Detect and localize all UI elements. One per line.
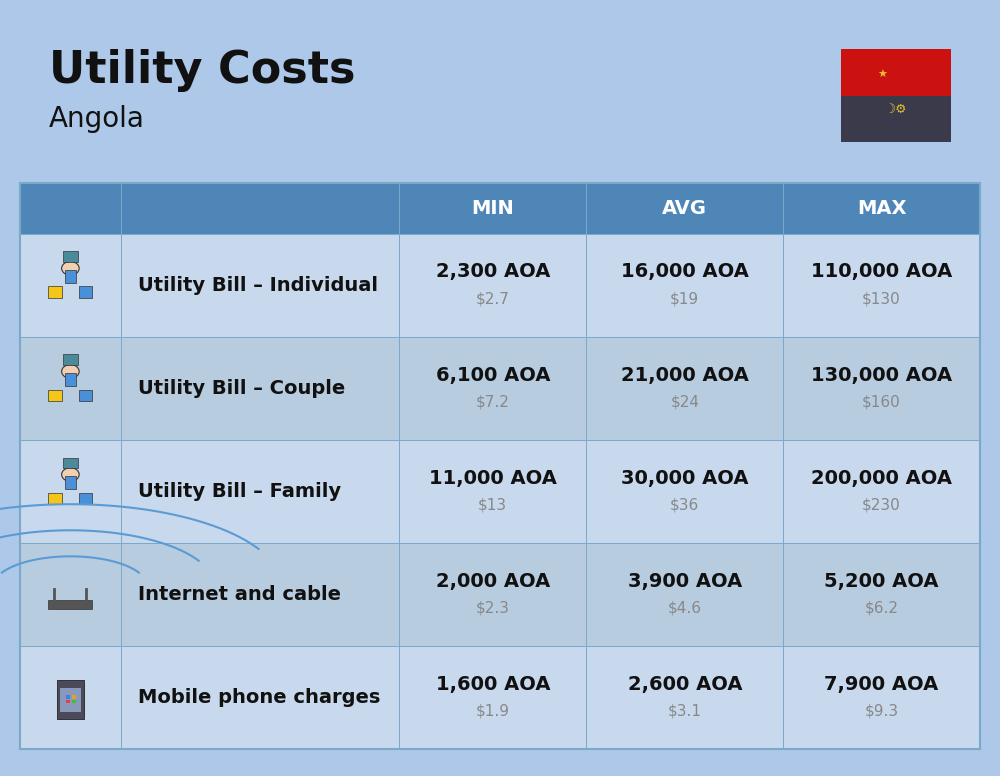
Text: 16,000 AOA: 16,000 AOA (621, 262, 749, 282)
Bar (399, 234, 586, 337)
Bar (783, 440, 980, 543)
Bar (783, 543, 980, 646)
Bar (20, 337, 121, 440)
Text: $3.1: $3.1 (668, 704, 702, 719)
Bar (586, 234, 783, 337)
Bar (783, 234, 980, 337)
Text: $130: $130 (862, 291, 901, 307)
Text: 11,000 AOA: 11,000 AOA (429, 469, 557, 487)
Bar (783, 337, 980, 440)
Text: 5,200 AOA: 5,200 AOA (824, 572, 939, 591)
Text: Angola: Angola (49, 105, 145, 133)
Text: $160: $160 (862, 394, 901, 410)
Bar (48, 390, 62, 401)
Text: $7.2: $7.2 (476, 394, 510, 410)
Text: 3,900 AOA: 3,900 AOA (628, 572, 742, 591)
Bar (66, 700, 70, 703)
Bar (121, 183, 399, 234)
Bar (121, 646, 399, 750)
Text: MIN: MIN (471, 199, 514, 218)
Bar (48, 286, 62, 298)
Bar (841, 95, 951, 142)
Bar (121, 234, 399, 337)
Text: 110,000 AOA: 110,000 AOA (811, 262, 952, 282)
Bar (399, 646, 586, 750)
Text: 21,000 AOA: 21,000 AOA (621, 365, 749, 385)
Text: 2,600 AOA: 2,600 AOA (628, 675, 742, 694)
Circle shape (62, 262, 79, 275)
Bar (399, 183, 586, 234)
Text: $2.7: $2.7 (476, 291, 510, 307)
Text: Utility Costs: Utility Costs (49, 49, 355, 92)
Circle shape (62, 365, 79, 378)
Bar (121, 543, 399, 646)
Bar (586, 543, 783, 646)
Bar (783, 646, 980, 750)
Text: $9.3: $9.3 (865, 704, 899, 719)
Text: $4.6: $4.6 (668, 601, 702, 615)
Bar (65, 476, 76, 489)
Bar (399, 543, 586, 646)
Bar (399, 337, 586, 440)
Text: ☽⚙: ☽⚙ (885, 103, 907, 116)
Bar (20, 646, 121, 750)
Text: $230: $230 (862, 497, 901, 512)
Bar (79, 286, 92, 298)
Text: Utility Bill – Couple: Utility Bill – Couple (138, 379, 345, 398)
Text: ★: ★ (878, 70, 888, 80)
Text: Utility Bill – Individual: Utility Bill – Individual (138, 275, 378, 295)
Bar (63, 355, 78, 365)
Text: Internet and cable: Internet and cable (138, 585, 341, 605)
Bar (79, 493, 92, 504)
Text: 6,100 AOA: 6,100 AOA (436, 365, 550, 385)
Bar (65, 373, 76, 386)
Text: 200,000 AOA: 200,000 AOA (811, 469, 952, 487)
Bar (63, 251, 78, 262)
Bar (72, 695, 76, 699)
Text: 30,000 AOA: 30,000 AOA (621, 469, 749, 487)
Text: 2,000 AOA: 2,000 AOA (436, 572, 550, 591)
Text: Mobile phone charges: Mobile phone charges (138, 688, 380, 707)
Bar (65, 270, 76, 282)
Bar (20, 234, 121, 337)
Bar (586, 337, 783, 440)
Bar (399, 440, 586, 543)
Text: 130,000 AOA: 130,000 AOA (811, 365, 952, 385)
Bar (20, 183, 980, 750)
Bar (72, 700, 76, 703)
Text: $24: $24 (670, 394, 699, 410)
Text: 2,300 AOA: 2,300 AOA (436, 262, 550, 282)
Bar (20, 440, 121, 543)
Circle shape (62, 468, 79, 481)
Text: AVG: AVG (662, 199, 707, 218)
Bar (121, 440, 399, 543)
Text: $2.3: $2.3 (476, 601, 510, 615)
Bar (121, 337, 399, 440)
Bar (20, 543, 121, 646)
Bar (79, 390, 92, 401)
Text: $19: $19 (670, 291, 699, 307)
Text: MAX: MAX (857, 199, 906, 218)
Text: $36: $36 (670, 497, 699, 512)
Bar (586, 183, 783, 234)
Text: $6.2: $6.2 (865, 601, 899, 615)
Text: $1.9: $1.9 (476, 704, 510, 719)
Bar (66, 695, 70, 699)
Bar (63, 458, 78, 468)
Text: Utility Bill – Family: Utility Bill – Family (138, 482, 341, 501)
Bar (586, 440, 783, 543)
Bar (841, 49, 951, 95)
Bar (783, 183, 980, 234)
Bar (48, 601, 92, 609)
Text: 7,900 AOA: 7,900 AOA (824, 675, 939, 694)
Bar (586, 646, 783, 750)
Text: 1,600 AOA: 1,600 AOA (436, 675, 550, 694)
Bar (60, 688, 81, 712)
Bar (20, 183, 121, 234)
Bar (57, 680, 84, 719)
Text: $13: $13 (478, 497, 507, 512)
Bar (48, 493, 62, 504)
